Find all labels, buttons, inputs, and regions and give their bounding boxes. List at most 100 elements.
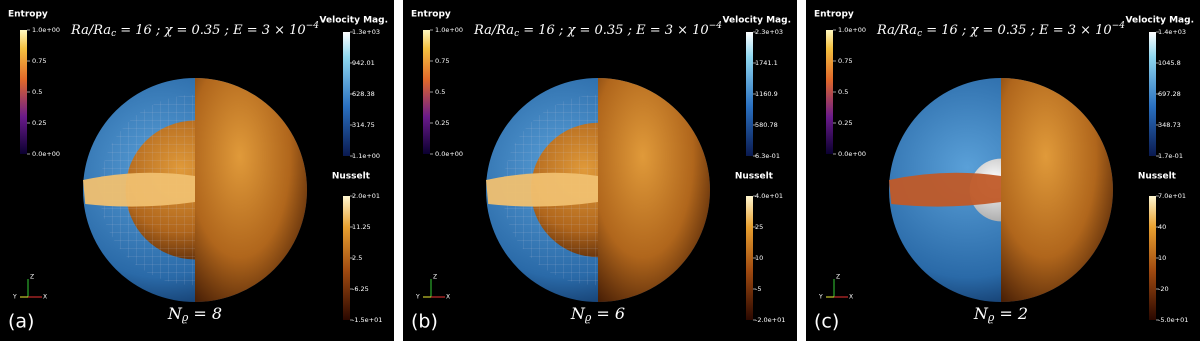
- panel-label: (a): [8, 311, 34, 333]
- colorbar-tick-label: -20: [1158, 285, 1169, 293]
- title-part: c: [917, 29, 922, 39]
- panel-title: Ra/Rac = 16 ; χ = 0.35 ; E = 3 × 10−4: [473, 21, 722, 39]
- colorbar: [1149, 32, 1156, 156]
- panel-label: (c): [814, 311, 839, 333]
- axis-label: X: [446, 294, 450, 301]
- title-part: Ra/Ra: [70, 23, 111, 38]
- colorbar-title: Nusselt: [735, 172, 774, 182]
- n-label-part: N: [167, 304, 183, 323]
- colorbar-tick-label: 11.25: [352, 223, 371, 231]
- colorbar-tick-label: -2.0e+01: [755, 316, 785, 324]
- colorbar-tick-label: 0.25: [838, 119, 852, 127]
- n-rho-label: Nϱ = 2: [973, 304, 1028, 325]
- colorbar-tick-label: 1160.9: [755, 90, 778, 98]
- title-part: −4: [709, 21, 723, 31]
- title-part: c: [514, 29, 519, 39]
- colorbar-title: Velocity Mag.: [320, 16, 388, 26]
- title-part: −4: [306, 21, 320, 31]
- title-part: −4: [1112, 21, 1126, 31]
- colorbar-tick-label: 0.0e+00: [838, 150, 866, 158]
- panel: Ra/Rac = 16 ; χ = 0.35 ; E = 3 × 10−4 Ent…: [806, 0, 1200, 341]
- colorbar: [826, 30, 833, 154]
- n-label-part: N: [973, 304, 989, 323]
- colorbar-tick-label: -5: [755, 285, 761, 293]
- n-label-part: = 6: [591, 304, 625, 323]
- n-label-part: = 2: [994, 304, 1028, 323]
- colorbar-tick-label: 6.3e-01: [755, 152, 780, 160]
- equatorial-slice: [889, 172, 1001, 207]
- title-part: = 16 ; χ = 0.35 ; E = 3 × 10: [922, 23, 1112, 38]
- colorbar-tick-label: 0.25: [32, 119, 46, 127]
- colorbar-tick-label: 1.1e+00: [352, 152, 380, 160]
- colorbar-title: Entropy: [8, 10, 48, 20]
- cut-hemisphere: [1001, 78, 1113, 302]
- colorbar-tick-label: 10: [755, 254, 763, 262]
- colorbar: [20, 30, 27, 154]
- colorbar: [423, 30, 430, 154]
- n-label-part: N: [570, 304, 586, 323]
- colorbar-tick-label: -5.0e+01: [1158, 316, 1188, 324]
- colorbar-tick-label: 697.28: [1158, 90, 1181, 98]
- axis-label: Y: [12, 294, 17, 301]
- axis-label: Y: [415, 294, 420, 301]
- cut-hemisphere: [195, 78, 307, 302]
- colorbar-tick-label: 0.75: [435, 57, 449, 65]
- colorbar-tick-label: 1.4e+03: [1158, 28, 1186, 36]
- axis-label: X: [43, 294, 47, 301]
- colorbar-tick-label: 1045.8: [1158, 59, 1181, 67]
- colorbar-tick-label: 1741.1: [755, 59, 778, 67]
- colorbar-tick-label: 348.73: [1158, 121, 1181, 129]
- n-label-part: ϱ: [182, 311, 189, 324]
- panel-title: Ra/Rac = 16 ; χ = 0.35 ; E = 3 × 10−4: [876, 21, 1125, 39]
- axis-label: Z: [433, 274, 437, 281]
- colorbar-title: Entropy: [814, 10, 854, 20]
- colorbar-tick-label: 942.01: [352, 59, 375, 67]
- colorbar-title: Velocity Mag.: [1126, 16, 1194, 26]
- colorbar-tick-label: 0.5: [435, 88, 445, 96]
- colorbar-tick-label: 1.3e+03: [352, 28, 380, 36]
- colorbar-tick-label: 7.0e+01: [1158, 192, 1186, 200]
- colorbar-tick-label: 1.7e-01: [1158, 152, 1183, 160]
- colorbar-tick-label: 4.0e+01: [755, 192, 783, 200]
- colorbar-tick-label: 25: [755, 223, 763, 231]
- colorbar-tick-label: 0.75: [838, 57, 852, 65]
- n-label-part: ϱ: [988, 311, 995, 324]
- panel-title: Ra/Rac = 16 ; χ = 0.35 ; E = 3 × 10−4: [70, 21, 319, 39]
- colorbar: [343, 32, 350, 156]
- colorbar-title: Entropy: [411, 10, 451, 20]
- colorbar-tick-label: 1.0e+00: [32, 26, 60, 34]
- colorbar: [343, 196, 350, 320]
- title-part: = 16 ; χ = 0.35 ; E = 3 × 10: [519, 23, 709, 38]
- colorbar-tick-label: 40: [1158, 223, 1166, 231]
- panel: Ra/Rac = 16 ; χ = 0.35 ; E = 3 × 10−4 Ent…: [0, 0, 394, 341]
- n-label-part: ϱ: [585, 311, 592, 324]
- colorbar: [746, 196, 753, 320]
- colorbar-tick-label: -1.5e+01: [352, 316, 382, 324]
- colorbar-tick-label: 0.25: [435, 119, 449, 127]
- colorbar-tick-label: 314.75: [352, 121, 375, 129]
- equatorial-slice: [486, 172, 598, 207]
- axis-label: X: [849, 294, 853, 301]
- colorbar-tick-label: 0.5: [838, 88, 848, 96]
- colorbar-tick-label: -6.25: [352, 285, 369, 293]
- colorbar-tick-label: 2.5: [352, 254, 362, 262]
- colorbar-tick-label: 1.0e+00: [838, 26, 866, 34]
- title-part: Ra/Ra: [876, 23, 917, 38]
- colorbar-tick-label: 0.75: [32, 57, 46, 65]
- colorbar: [746, 32, 753, 156]
- panel-label: (b): [411, 311, 438, 333]
- title-part: Ra/Ra: [473, 23, 514, 38]
- colorbar-tick-label: 2.0e+01: [352, 192, 380, 200]
- colorbar: [1149, 196, 1156, 320]
- axis-label: Z: [836, 274, 840, 281]
- colorbar-tick-label: 580.78: [755, 121, 778, 129]
- colorbar-tick-label: 10: [1158, 254, 1166, 262]
- colorbar-tick-label: 1.0e+00: [435, 26, 463, 34]
- n-rho-label: Nϱ = 6: [570, 304, 625, 325]
- axis-label: Y: [818, 294, 823, 301]
- n-label-part: = 8: [188, 304, 222, 323]
- colorbar-tick-label: 0.5: [32, 88, 42, 96]
- colorbar-tick-label: 0.0e+00: [32, 150, 60, 158]
